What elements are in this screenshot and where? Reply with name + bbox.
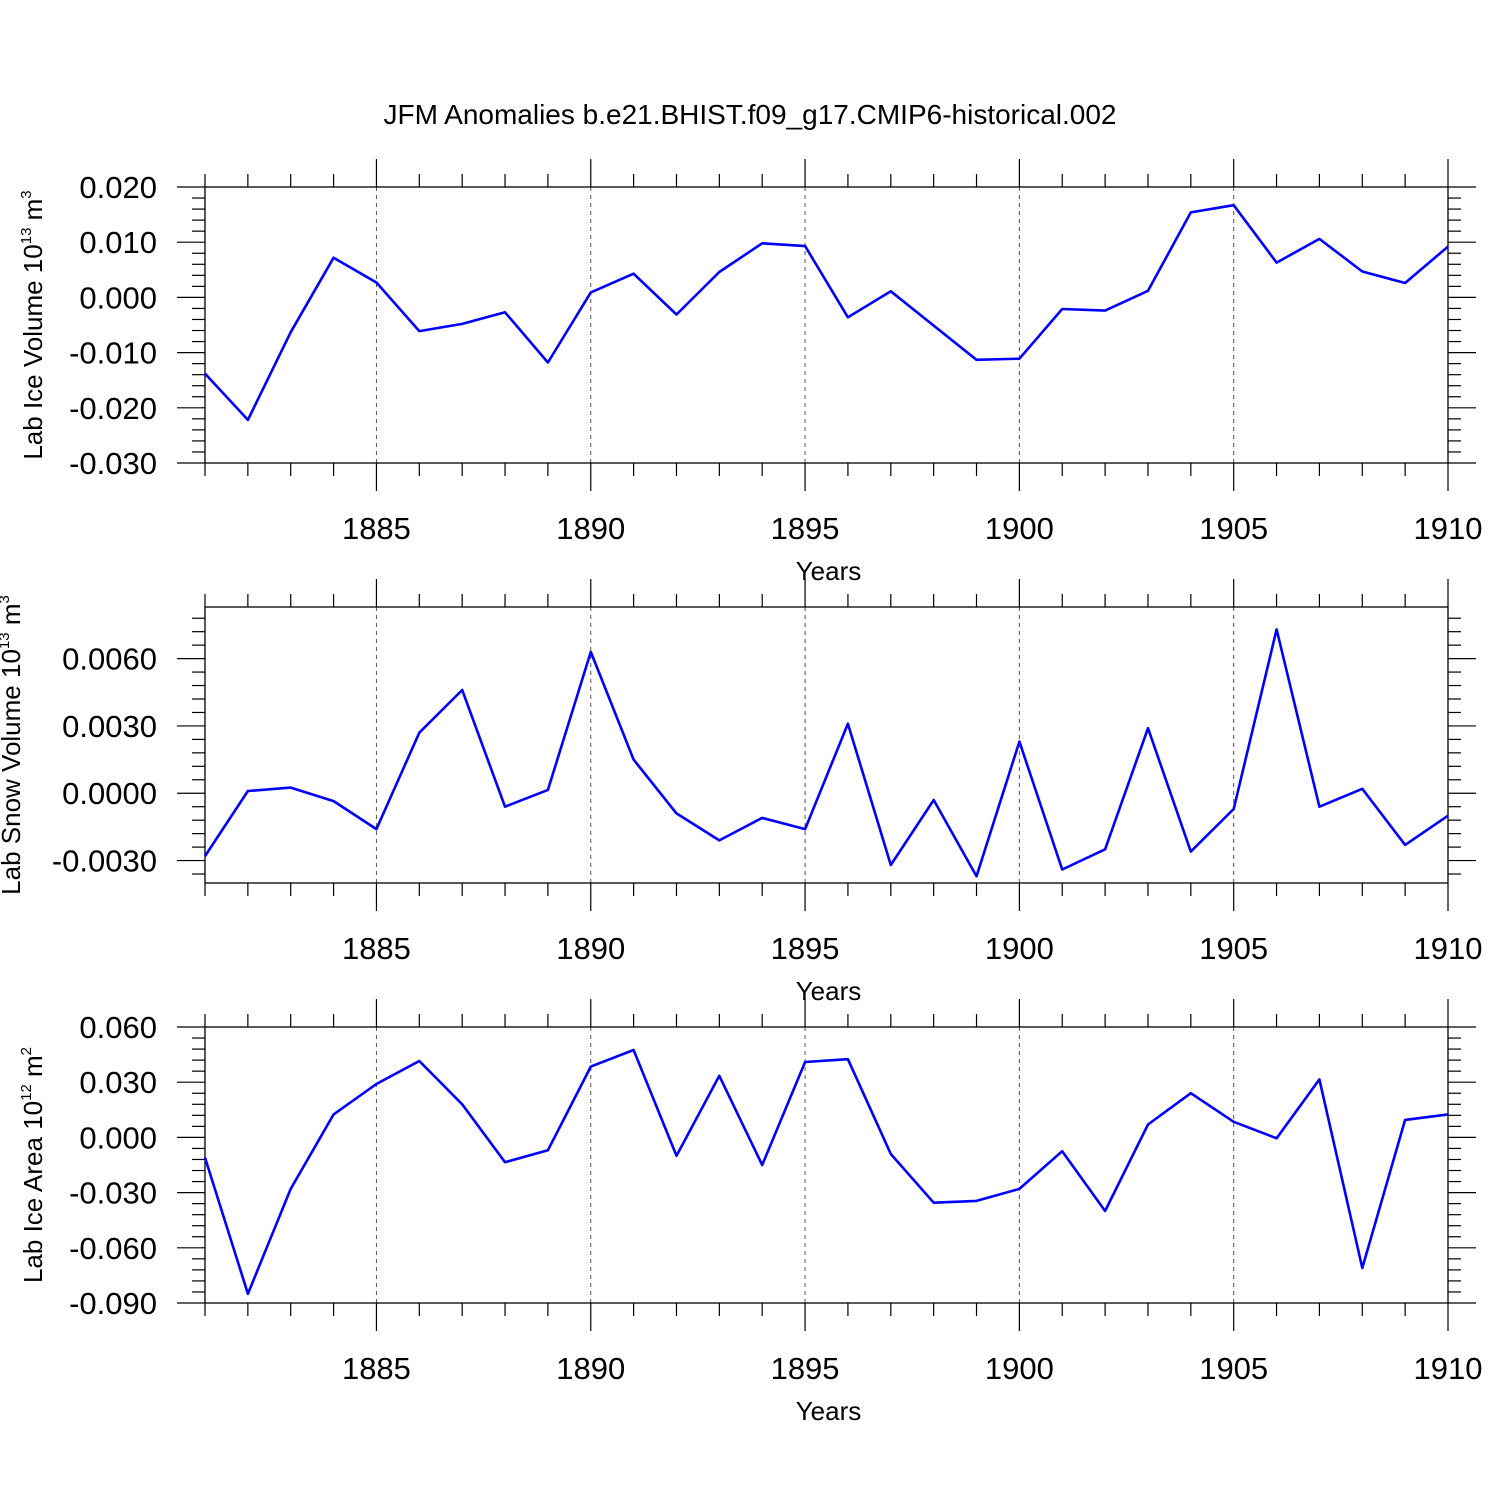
x-tick-label: 1900 — [985, 931, 1054, 966]
x-axis-title: Years — [796, 976, 862, 1006]
y-axis-title: Lab Ice Volume 1013 m3 — [18, 190, 48, 459]
x-tick-label: 1900 — [985, 511, 1054, 546]
x-tick-label: 1890 — [556, 511, 625, 546]
y-tick-label: -0.010 — [69, 336, 157, 371]
panel-3: -0.090 -0.060 -0.030 0.000 0.030 0.060 1885 189… — [18, 999, 1482, 1426]
y-tick-label: 0.000 — [79, 280, 157, 315]
plot-frame — [204, 1026, 1449, 1304]
x-tick-label: 1885 — [342, 931, 411, 966]
x-tick-label: 1885 — [342, 511, 411, 546]
x-tick-label: 1895 — [771, 511, 840, 546]
x-tick-label: 1890 — [556, 1351, 625, 1386]
x-tick-label: 1895 — [771, 931, 840, 966]
plot-frame — [204, 186, 1449, 464]
panel-2: -0.0030 0.0000 0.0030 0.0060 1885 1890 1895 190… — [0, 579, 1482, 1006]
y-tick-label: 0.0000 — [62, 776, 157, 811]
series-line — [204, 203, 1449, 422]
series-line — [203, 1048, 1449, 1296]
y-tick-label: 0.030 — [79, 1065, 157, 1100]
x-axis-title: Years — [796, 556, 862, 586]
y-axis-title: Lab Snow Volume 1013 m3 — [0, 595, 26, 895]
x-tick-label: 1885 — [342, 1351, 411, 1386]
x-tick-label: 1910 — [1414, 1351, 1483, 1386]
y-tick-label: 0.060 — [79, 1010, 157, 1045]
series-line — [203, 628, 1449, 878]
x-axis-title: Years — [796, 1396, 862, 1426]
y-axis-title: Lab Ice Area 1012 m2 — [18, 1047, 48, 1283]
x-tick-label: 1910 — [1414, 511, 1483, 546]
plot-frame — [204, 606, 1449, 884]
y-tick-label: -0.030 — [69, 1176, 157, 1211]
y-tick-label: 0.010 — [79, 225, 157, 260]
x-tick-label: 1910 — [1414, 931, 1483, 966]
x-tick-label: 1905 — [1199, 931, 1268, 966]
x-tick-label: 1895 — [771, 1351, 840, 1386]
x-tick-label: 1890 — [556, 931, 625, 966]
y-tick-label: -0.090 — [69, 1286, 157, 1321]
x-tick-label: 1905 — [1199, 511, 1268, 546]
panel-1: -0.030 -0.020 -0.010 0.000 0.010 0.020 1885 189… — [18, 159, 1482, 586]
y-tick-label: -0.060 — [69, 1231, 157, 1266]
y-tick-label: 0.0060 — [62, 642, 157, 677]
y-tick-label: -0.0030 — [52, 844, 157, 879]
y-tick-label: 0.020 — [79, 170, 157, 205]
y-tick-label: -0.030 — [69, 446, 157, 481]
y-tick-label: -0.020 — [69, 391, 157, 426]
chart-title: JFM Anomalies b.e21.BHIST.f09_g17.CMIP6-… — [383, 99, 1116, 130]
x-tick-label: 1905 — [1199, 1351, 1268, 1386]
y-tick-label: 0.000 — [79, 1120, 157, 1155]
panels: -0.030 -0.020 -0.010 0.000 0.010 0.020 1885 189… — [0, 159, 1482, 1426]
x-tick-label: 1900 — [985, 1351, 1054, 1386]
y-tick-label: 0.0030 — [62, 709, 157, 744]
